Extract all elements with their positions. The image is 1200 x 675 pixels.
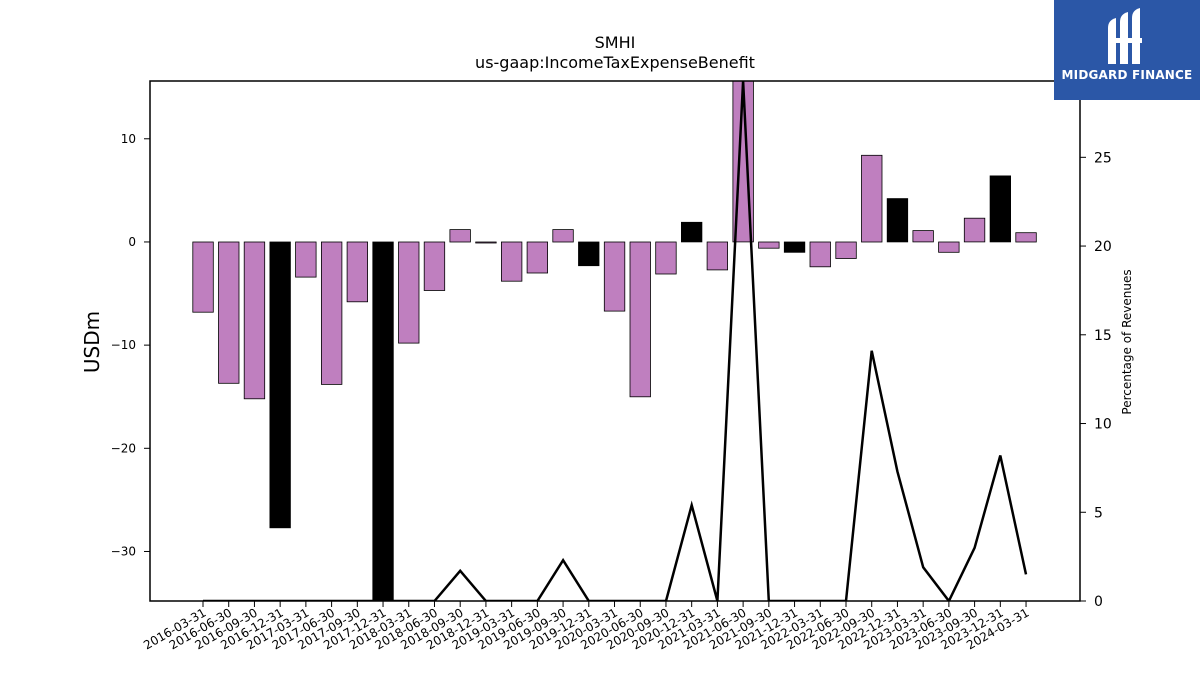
y-tick-label: 0 [128, 235, 136, 249]
bar-2021-12-31 [783, 241, 806, 253]
bar-2018-06-30 [423, 241, 446, 291]
bar-2018-09-30 [449, 229, 471, 243]
bar-2021-03-31 [706, 241, 728, 271]
bar-2023-12-31 [989, 175, 1011, 243]
y2-tick-label: 5 [1094, 505, 1103, 521]
bar-2023-06-30 [938, 241, 960, 253]
y2-axis-label: Percentage of Revenues [1120, 269, 1134, 414]
bar-2017-03-31 [295, 241, 317, 278]
bar-2023-09-30 [963, 217, 986, 243]
y-tick-label: 10 [121, 132, 136, 146]
bar-2022-12-31 [886, 198, 909, 243]
bar-2018-03-31 [398, 241, 420, 344]
y-tick-label: −30 [111, 544, 136, 558]
y2-tick-label: 25 [1094, 150, 1112, 166]
bar-2017-09-30 [346, 241, 369, 303]
y2-axis: 0 5 10 15 20 25 [1080, 150, 1112, 610]
bar-2024-03-31 [1015, 232, 1037, 243]
chart-title: SMHI [595, 33, 636, 52]
bar-2023-03-31 [912, 230, 934, 243]
plot-frame [149, 80, 1081, 602]
bar-2016-09-30 [243, 241, 266, 400]
bar-2019-03-31 [500, 241, 523, 282]
y-tick-label: −10 [111, 338, 136, 352]
line-series [203, 81, 1028, 601]
bar-2016-12-31 [269, 241, 291, 529]
bar-2017-06-30 [320, 241, 343, 385]
bar-2019-06-30 [526, 241, 548, 274]
bar-2016-06-30 [218, 241, 240, 384]
bar-2022-03-31 [809, 241, 831, 268]
bar-2020-03-31 [603, 241, 626, 312]
bar-2018-12-31 [475, 241, 497, 244]
y2-tick-label: 20 [1094, 239, 1112, 255]
midgard-finance-logo: MIDGARD FINANCE [1054, 0, 1200, 100]
chart-subtitle: us-gaap:IncomeTaxExpenseBenefit [475, 53, 755, 72]
y2-tick-label: 15 [1094, 328, 1112, 344]
bar-2022-06-30 [835, 241, 857, 259]
bar-series [192, 81, 1037, 601]
bar-2020-12-31 [681, 221, 703, 243]
y2-tick-label: 10 [1094, 417, 1112, 433]
bar-2019-12-31 [578, 241, 600, 267]
logo-text: MIDGARD FINANCE [1061, 68, 1193, 82]
logo-mark-icon [1108, 8, 1142, 64]
x-axis: 2016-03-312016-06-302016-09-302016-12-31… [141, 601, 1032, 652]
bar-2017-12-31 [372, 241, 394, 601]
y2-tick-label: 0 [1094, 594, 1103, 610]
bar-2021-09-30 [758, 241, 780, 249]
bar-2020-06-30 [629, 241, 651, 398]
y-tick-label: −20 [111, 441, 136, 455]
bar-2022-09-30 [861, 154, 883, 243]
bar-2016-03-31 [192, 241, 214, 313]
bar-2020-09-30 [655, 241, 677, 275]
revenue-percentage-line [203, 81, 1028, 601]
bar-2019-09-30 [552, 229, 574, 243]
y-axis-label: USDm [80, 311, 104, 373]
y-axis: 10 0 −10 −20 −30 [111, 132, 150, 558]
